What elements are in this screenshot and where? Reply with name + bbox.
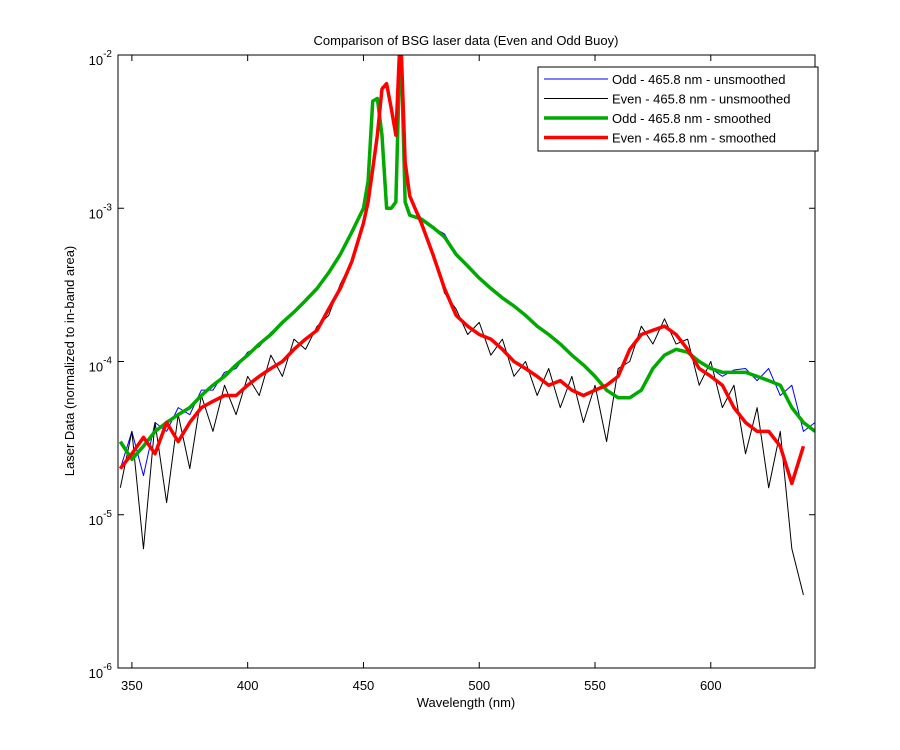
y-tick-label: 10-4	[89, 356, 113, 375]
y-axis-label: Laser Data (normalized to in-band area)	[62, 246, 77, 477]
x-tick-label: 400	[237, 678, 259, 693]
x-tick-label: 550	[584, 678, 606, 693]
axes-box	[117, 54, 816, 669]
chart-title: Comparison of BSG laser data (Even and O…	[314, 33, 619, 48]
y-tick-label: 10-6	[89, 662, 113, 681]
lines	[118, 55, 815, 596]
x-axis-label: Wavelength (nm)	[417, 695, 516, 710]
legend-label: Odd - 465.8 nm - smoothed	[612, 111, 771, 126]
x-tick-label: 500	[468, 678, 490, 693]
series-line	[118, 55, 806, 486]
y-tick-label: 10-2	[89, 49, 113, 68]
legend-label: Even - 465.8 nm - smoothed	[612, 131, 776, 146]
y-tick-label: 10-3	[89, 202, 113, 221]
legend-label: Odd - 465.8 nm - unsmoothed	[612, 72, 785, 87]
legend: Odd - 465.8 nm - unsmoothed Even - 465.8 …	[537, 66, 819, 152]
axes: 350 400 450 500 550 600 10-6 10-5 10-4 10-3 10-2	[89, 49, 816, 693]
x-tick-label: 600	[700, 678, 722, 693]
legend-label: Even - 465.8 nm - unsmoothed	[612, 92, 791, 107]
x-tick-label: 450	[353, 678, 375, 693]
x-tick-label: 350	[121, 678, 143, 693]
y-tick-label: 10-5	[89, 509, 113, 528]
